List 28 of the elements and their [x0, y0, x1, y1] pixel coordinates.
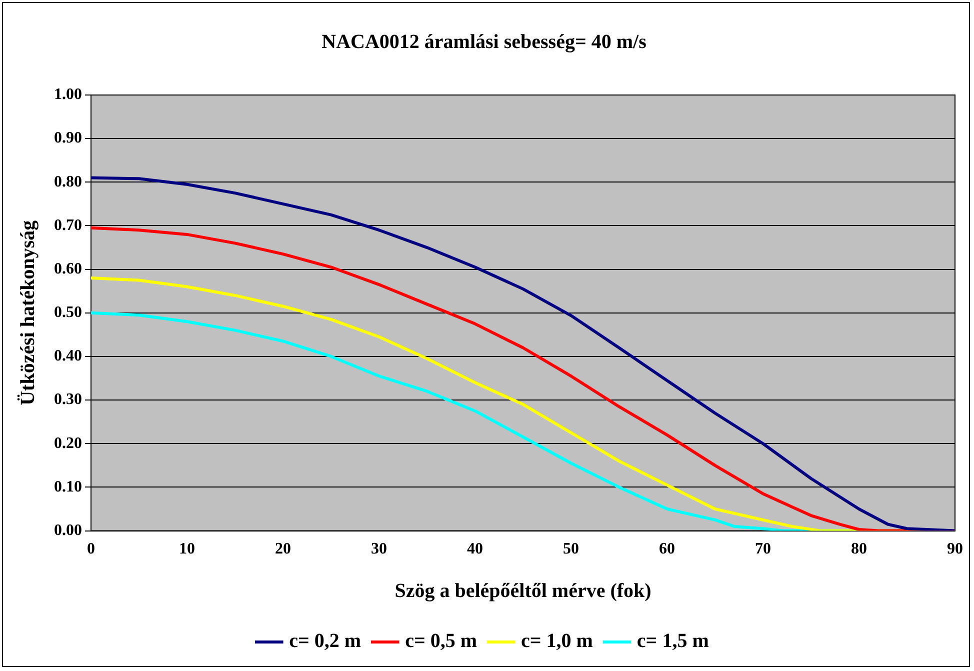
y-tick-label: 0.50	[54, 304, 82, 322]
x-tick-label: 40	[467, 540, 483, 558]
y-tick-label: 0.30	[54, 391, 82, 408]
x-tick-label: 20	[275, 540, 291, 558]
y-tick-label: 0.70	[54, 216, 82, 234]
legend-label: c= 1,0 m	[521, 630, 594, 652]
x-axis-title: Szög a belépőéltől mérve (fok)	[394, 580, 652, 602]
chart-title: NACA0012 áramlási sebesség= 40 m/s	[322, 31, 647, 54]
x-tick-label: 60	[659, 540, 675, 558]
x-tick-label: 10	[179, 540, 195, 558]
x-tick-label: 30	[371, 540, 387, 558]
x-tick-label: 70	[755, 540, 771, 558]
x-tick-label: 90	[947, 540, 963, 558]
x-tick-label: 0	[87, 540, 95, 558]
y-tick-label: 0.40	[54, 348, 82, 365]
y-tick-label: 1.00	[54, 86, 82, 104]
y-tick-label: 0.80	[54, 173, 82, 190]
x-tick-label: 50	[563, 540, 579, 558]
y-axis-title: Ütközési hatékonyság	[17, 220, 40, 406]
y-tick-label: 0.20	[54, 434, 82, 452]
y-tick-label: 0.00	[54, 522, 82, 539]
y-tick-label: 0.60	[54, 260, 82, 278]
y-tick-label: 0.90	[54, 130, 82, 147]
legend-label: c= 0,5 m	[405, 630, 478, 652]
legend-label: c= 0,2 m	[289, 630, 362, 652]
legend-label: c= 1,5 m	[636, 630, 710, 652]
y-tick-label: 0.10	[54, 478, 82, 496]
x-tick-label: 80	[851, 540, 867, 558]
